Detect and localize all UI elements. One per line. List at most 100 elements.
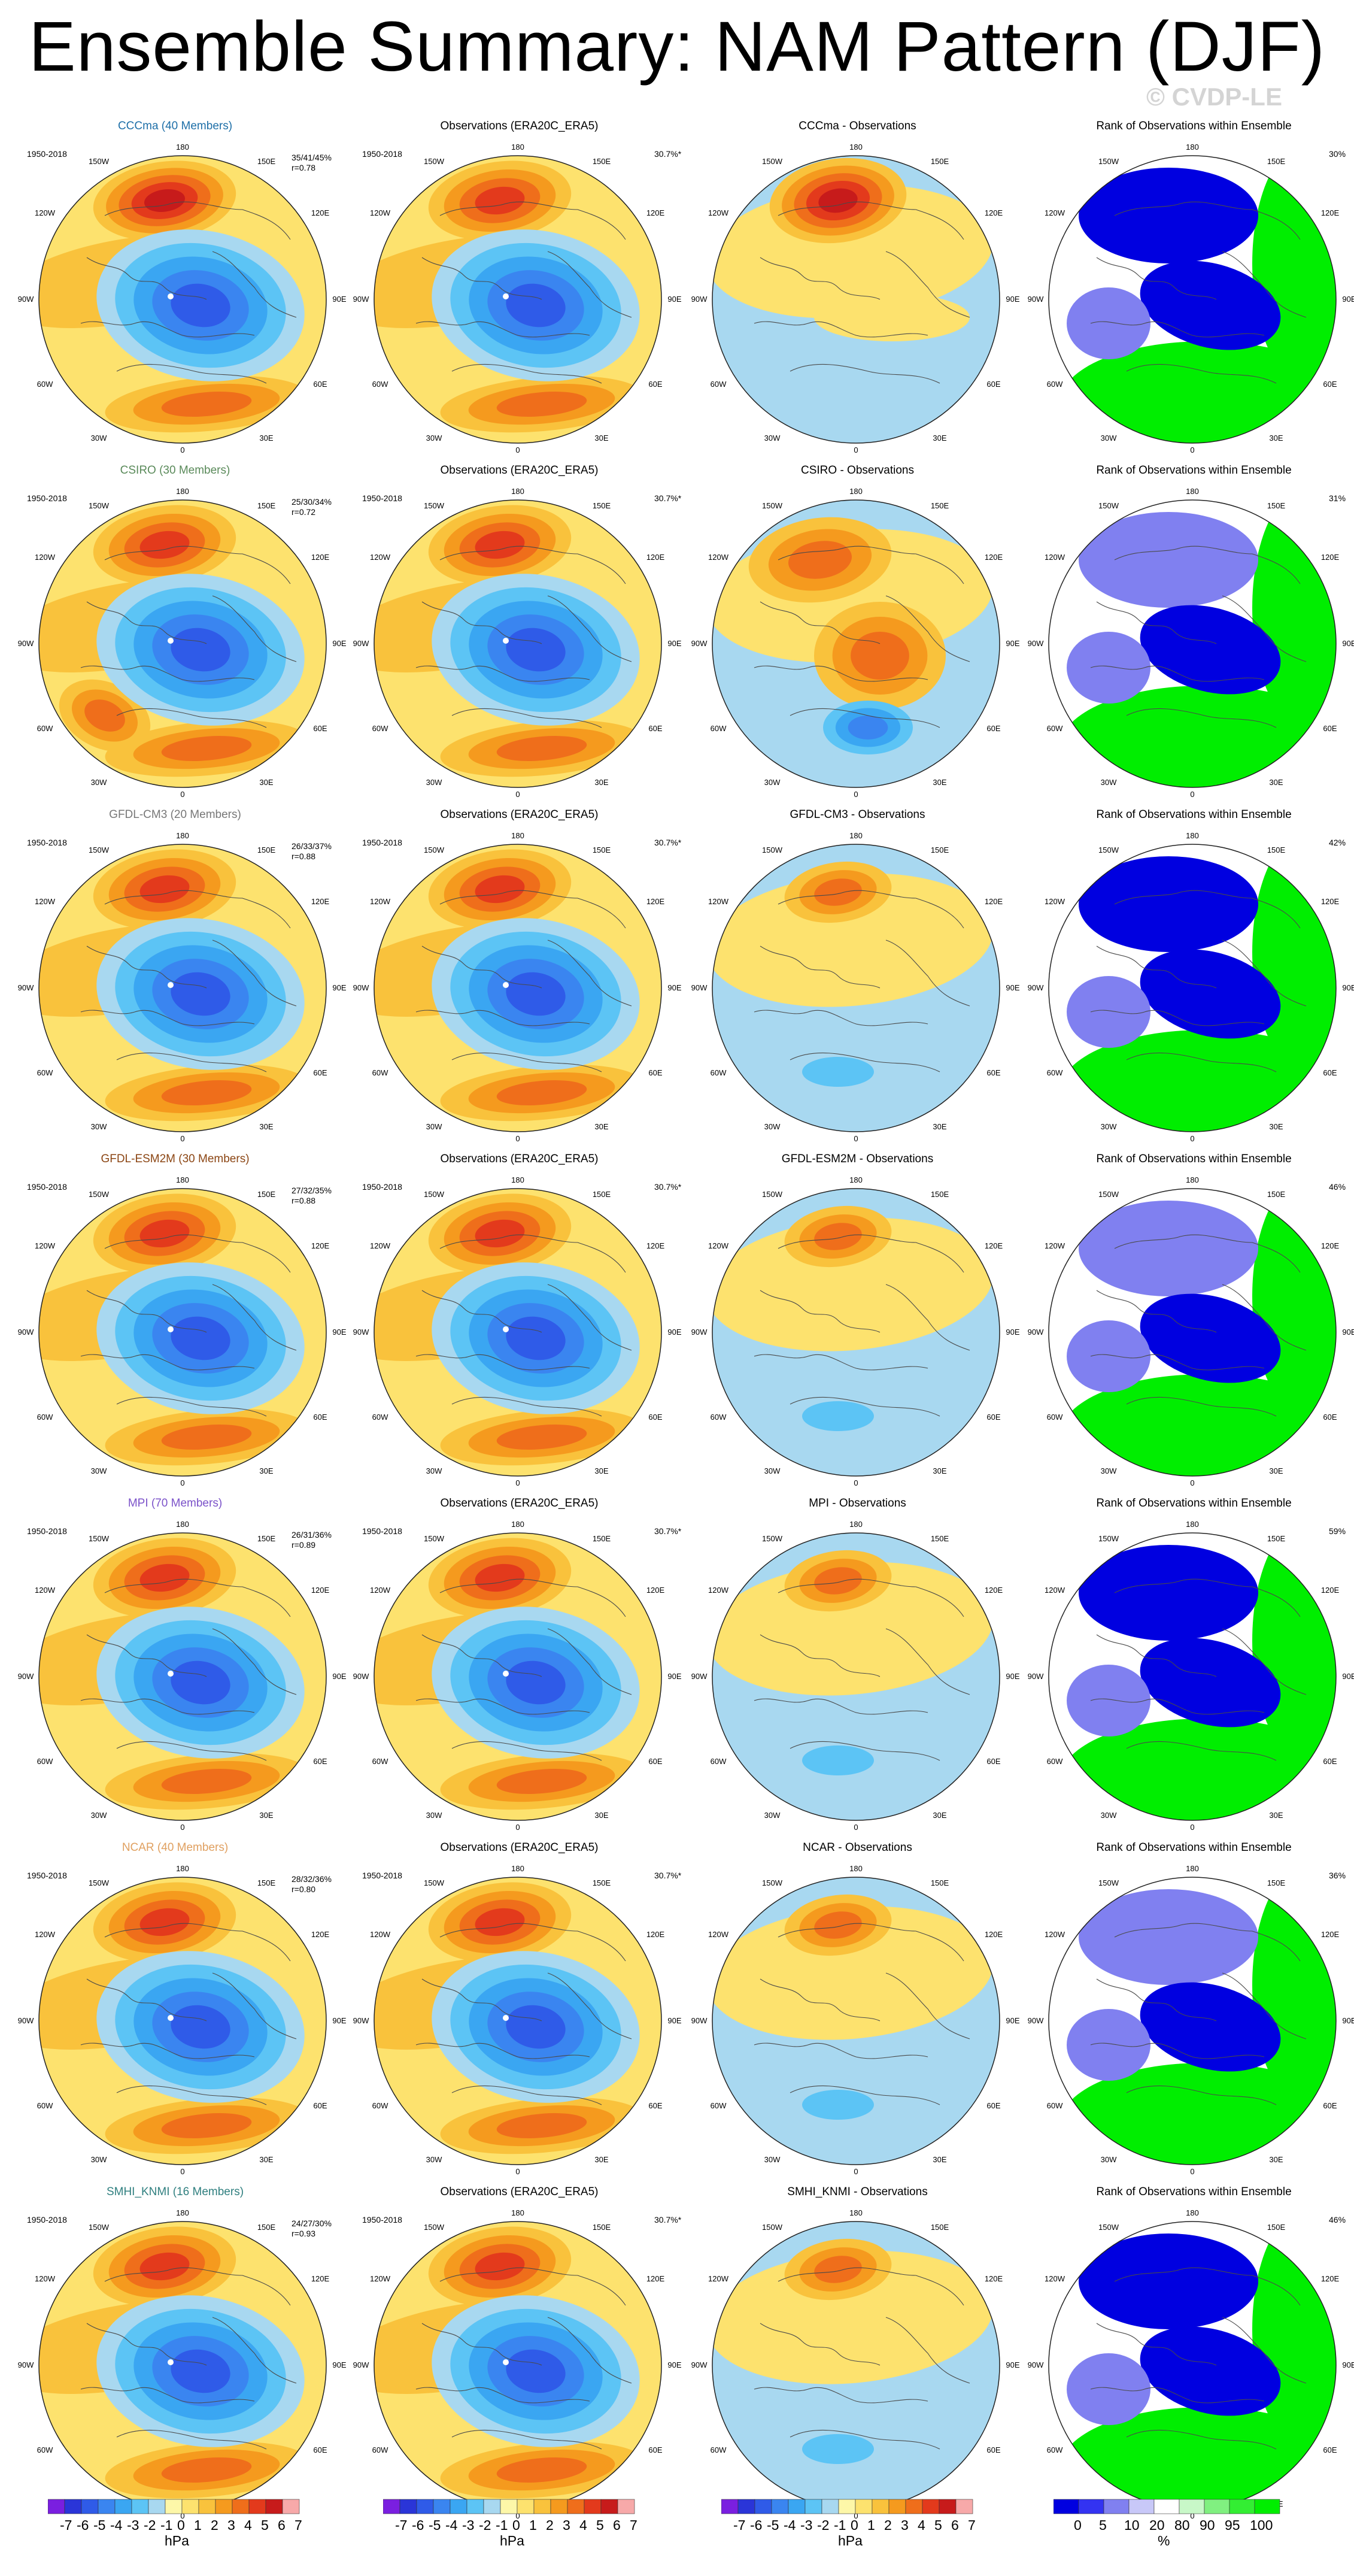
colorbar-swatch-13 xyxy=(265,2499,283,2514)
lon-label-120w: 120W xyxy=(708,1930,729,1939)
pos-band-south-2 xyxy=(496,736,587,761)
pos-pacific-high-3 xyxy=(139,875,190,904)
coastline-4 xyxy=(451,708,602,728)
pole-dot xyxy=(168,293,174,299)
colorbar-swatch-6 xyxy=(483,2499,501,2514)
colorbar-swatch-9 xyxy=(198,2499,216,2514)
colorbar-tick: 3 xyxy=(901,2517,909,2533)
colorbar-tick: 0 xyxy=(1074,2517,1082,2533)
lon-label-60e: 60E xyxy=(313,1757,327,1766)
lon-label-90w: 90W xyxy=(691,639,708,648)
period-label: 1950-2018 xyxy=(27,493,67,503)
lon-label-60e: 60E xyxy=(313,724,327,733)
panel-cccma-obs: Observations (ERA20C_ERA5) 1950-2018 30.7%… xyxy=(350,120,688,461)
lon-label-60w: 60W xyxy=(1047,1757,1063,1766)
map-border xyxy=(1048,1532,1337,1821)
rank-percent-label: 42% xyxy=(1329,838,1346,847)
coastline-2 xyxy=(415,321,590,338)
lon-label-60e: 60E xyxy=(986,1413,1000,1422)
coastline-2 xyxy=(754,321,928,338)
colorbar-tick: 4 xyxy=(244,2517,252,2533)
coastline-3 xyxy=(1222,595,1307,662)
coastline-3 xyxy=(885,1628,970,1695)
lon-label-90e: 90E xyxy=(667,983,681,992)
panel-title: Observations (ERA20C_ERA5) xyxy=(440,120,599,132)
coastline-2 xyxy=(754,1698,928,1715)
lon-label-90w: 90W xyxy=(18,2016,34,2025)
coastline-2 xyxy=(1090,2387,1265,2404)
lon-label-150e: 150E xyxy=(593,1190,611,1199)
lightblue-west xyxy=(1067,2353,1150,2425)
colorbar-tick: 6 xyxy=(951,2517,959,2533)
panel-title: MPI - Observations xyxy=(809,1497,906,1510)
lon-label-150w: 150W xyxy=(1098,1534,1119,1543)
neg-polar-low-4 xyxy=(506,283,566,328)
lon-label-90e: 90E xyxy=(667,2360,681,2369)
coastline-3 xyxy=(885,595,970,662)
lon-label-90e: 90E xyxy=(667,639,681,648)
colorbar-tick: 2 xyxy=(546,2517,554,2533)
coastline-2 xyxy=(1090,321,1265,338)
coastline-3 xyxy=(1222,940,1307,1007)
lon-label-150e: 150E xyxy=(593,157,611,166)
neg-polar-low-4 xyxy=(171,2005,230,2049)
lon-label-120e: 120E xyxy=(311,553,330,562)
neg-polar-low-4 xyxy=(171,1660,230,1705)
lon-label-120w: 120W xyxy=(370,1586,391,1595)
colorbar-rank: 0 5 10 20 80 90 95 100% xyxy=(1053,2498,1292,2570)
lon-label-30w: 30W xyxy=(426,1122,442,1131)
coastline-1 xyxy=(1096,601,1217,644)
lon-label-150w: 150W xyxy=(89,1534,110,1543)
period-label: 1950-2018 xyxy=(362,1182,402,1192)
lon-label-30e: 30E xyxy=(1269,1466,1283,1475)
colorbar-tick: -6 xyxy=(750,2517,763,2533)
coastline-2 xyxy=(415,2042,590,2059)
colorbar-swatch-12 xyxy=(584,2499,602,2514)
coastline-2 xyxy=(80,665,255,682)
coastline-2 xyxy=(415,1698,590,1715)
coastline-1 xyxy=(760,257,881,300)
lon-label-90e: 90E xyxy=(332,295,346,304)
colorbar-swatch-2 xyxy=(416,2499,434,2514)
coastline-0 xyxy=(104,1923,291,1962)
lon-label-150w: 150W xyxy=(762,2223,783,2232)
lon-label-60e: 60E xyxy=(1323,1757,1337,1766)
lon-label-90e: 90E xyxy=(1006,2360,1019,2369)
lon-label-30w: 30W xyxy=(426,434,442,443)
coastline-1 xyxy=(421,2323,542,2366)
watermark: © CVDP-LE xyxy=(1146,83,1282,111)
pos-atlantic-high-2 xyxy=(84,699,125,732)
colorbar-swatches xyxy=(1053,2499,1280,2514)
colorbar-swatch-4 xyxy=(788,2499,806,2514)
lon-label-120w: 120W xyxy=(1045,2274,1065,2283)
coastline-0 xyxy=(1114,1578,1301,1617)
colorbar-swatch-8 xyxy=(1254,2499,1280,2514)
panel-title: GFDL-ESM2M (30 Members) xyxy=(101,1153,250,1165)
neg-atlantic-0 xyxy=(802,2090,874,2120)
colorbar-tick: 7 xyxy=(630,2517,637,2533)
colorbar-swatch-11 xyxy=(905,2499,923,2514)
coastline-3 xyxy=(547,1628,632,1695)
colorbar-swatch-5 xyxy=(466,2499,484,2514)
colorbar-swatch-13 xyxy=(939,2499,957,2514)
pos-pacific-high-2 xyxy=(814,1911,862,1939)
colorbar-swatch-14 xyxy=(617,2499,635,2514)
colorbar-tick: 7 xyxy=(295,2517,302,2533)
lon-label-90e: 90E xyxy=(1006,2016,1019,2025)
lightblue-west xyxy=(1067,976,1150,1048)
coastline-0 xyxy=(778,890,964,929)
coastline-1 xyxy=(421,257,542,300)
lon-label-90w: 90W xyxy=(353,639,369,648)
lon-label-60w: 60W xyxy=(711,1413,727,1422)
coastline-1 xyxy=(760,2323,881,2366)
coastline-3 xyxy=(547,595,632,662)
lon-label-90e: 90E xyxy=(667,295,681,304)
